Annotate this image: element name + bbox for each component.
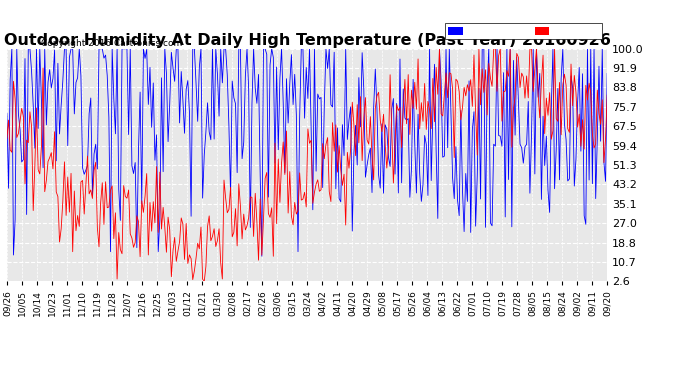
Legend: Humidity (%), Temp (°F): Humidity (%), Temp (°F) — [445, 23, 602, 39]
Title: Outdoor Humidity At Daily High Temperature (Past Year) 20160926: Outdoor Humidity At Daily High Temperatu… — [3, 33, 611, 48]
Text: Copyright 2016 Cartronics.com: Copyright 2016 Cartronics.com — [41, 39, 183, 48]
